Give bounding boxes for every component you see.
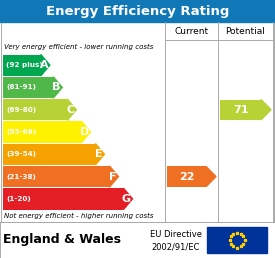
- Text: (1-20): (1-20): [6, 196, 31, 202]
- Bar: [0, 0, 275, 22]
- Text: (92 plus): (92 plus): [6, 62, 43, 68]
- Text: 22: 22: [179, 172, 194, 182]
- Text: G: G: [122, 194, 131, 204]
- Polygon shape: [67, 99, 76, 120]
- Text: Current: Current: [174, 27, 208, 36]
- Text: (21-38): (21-38): [6, 174, 36, 180]
- Polygon shape: [95, 144, 104, 165]
- Polygon shape: [81, 121, 90, 143]
- Polygon shape: [109, 166, 119, 187]
- Bar: [3, 166, 109, 187]
- Bar: [3, 144, 95, 165]
- Bar: [3, 77, 53, 98]
- Text: A: A: [40, 60, 48, 70]
- Polygon shape: [53, 77, 62, 98]
- Text: EU Directive: EU Directive: [150, 230, 202, 239]
- Text: (39-54): (39-54): [6, 151, 36, 157]
- Polygon shape: [41, 54, 50, 76]
- Bar: [3, 54, 41, 76]
- Text: Energy Efficiency Rating: Energy Efficiency Rating: [46, 4, 229, 18]
- Text: B: B: [53, 82, 61, 92]
- Bar: [3, 99, 67, 120]
- Bar: [1, 22, 274, 222]
- Text: 71: 71: [233, 105, 248, 115]
- Polygon shape: [261, 100, 271, 120]
- Bar: [3, 188, 123, 209]
- Text: England & Wales: England & Wales: [3, 233, 121, 246]
- Text: 2002/91/EC: 2002/91/EC: [152, 243, 200, 252]
- Bar: [3, 121, 81, 143]
- Polygon shape: [206, 166, 216, 187]
- Text: Potential: Potential: [226, 27, 265, 36]
- Text: E: E: [95, 149, 103, 159]
- Bar: [207, 227, 267, 253]
- Text: Very energy efficient - lower running costs: Very energy efficient - lower running co…: [4, 44, 153, 50]
- Bar: [0, 222, 275, 258]
- Text: Not energy efficient - higher running costs: Not energy efficient - higher running co…: [4, 213, 153, 219]
- Text: D: D: [79, 127, 89, 137]
- Text: C: C: [67, 105, 75, 115]
- Bar: [167, 166, 206, 187]
- Bar: [220, 100, 261, 120]
- Text: F: F: [109, 172, 117, 182]
- Text: (69-80): (69-80): [6, 107, 36, 113]
- Text: (81-91): (81-91): [6, 84, 36, 90]
- Text: (55-68): (55-68): [6, 129, 36, 135]
- Polygon shape: [123, 188, 133, 209]
